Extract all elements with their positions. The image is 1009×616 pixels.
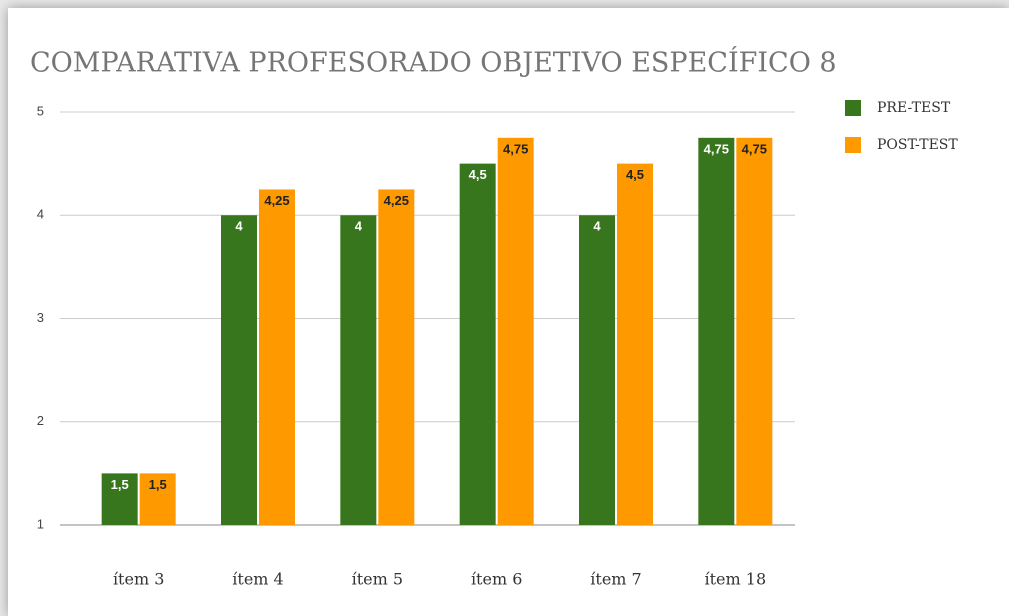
legend-label: POST-TEST — [877, 137, 958, 153]
data-label: 4 — [235, 219, 243, 234]
data-label: 4,25 — [384, 193, 409, 208]
data-label: 4,5 — [626, 167, 644, 182]
bar — [617, 163, 653, 525]
data-label: 4,75 — [503, 141, 528, 156]
x-tick-label: ítem 3 — [113, 570, 164, 589]
data-label: 1,5 — [111, 477, 129, 492]
chart-title: COMPARATIVA PROFESORADO OBJETIVO ESPECÍF… — [30, 46, 837, 79]
bar — [259, 189, 295, 525]
x-tick-label: ítem 4 — [232, 570, 283, 589]
x-tick-label: ítem 5 — [352, 570, 403, 589]
bar — [101, 473, 138, 525]
data-label: 1,5 — [149, 477, 167, 492]
data-label: 4,75 — [704, 141, 729, 156]
bar — [221, 215, 257, 525]
y-tick-label: 3 — [37, 310, 44, 325]
data-label: 4,75 — [742, 141, 767, 156]
y-tick-label: 4 — [37, 207, 44, 222]
x-tick-label: ítem 7 — [590, 570, 641, 589]
bar — [378, 189, 415, 525]
data-label: 4 — [593, 219, 601, 234]
y-tick-label: 1 — [37, 516, 44, 531]
bar — [579, 215, 615, 525]
y-tick-label: 2 — [37, 413, 44, 428]
bar — [459, 163, 496, 525]
y-tick-label: 5 — [37, 103, 44, 118]
bar — [340, 215, 377, 525]
bar — [698, 137, 735, 525]
data-label: 4,5 — [469, 167, 487, 182]
legend-swatch — [845, 100, 861, 116]
x-tick-label: ítem 18 — [705, 570, 767, 589]
legend-swatch — [845, 137, 861, 153]
data-label: 4,25 — [264, 193, 289, 208]
bar — [736, 137, 773, 525]
x-tick-label: ítem 6 — [471, 570, 522, 589]
legend-label: PRE-TEST — [877, 100, 951, 116]
bar — [139, 473, 176, 525]
data-label: 4 — [355, 219, 363, 234]
bar — [497, 137, 534, 525]
